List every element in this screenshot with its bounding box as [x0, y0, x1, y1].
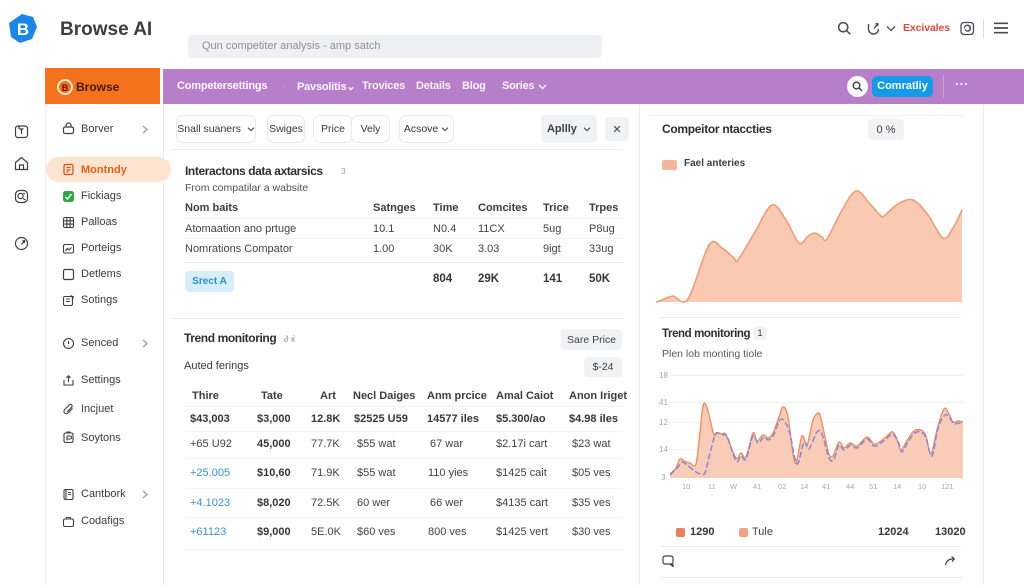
svg-text:B: B	[17, 20, 29, 39]
svg-text:B: B	[62, 83, 69, 93]
